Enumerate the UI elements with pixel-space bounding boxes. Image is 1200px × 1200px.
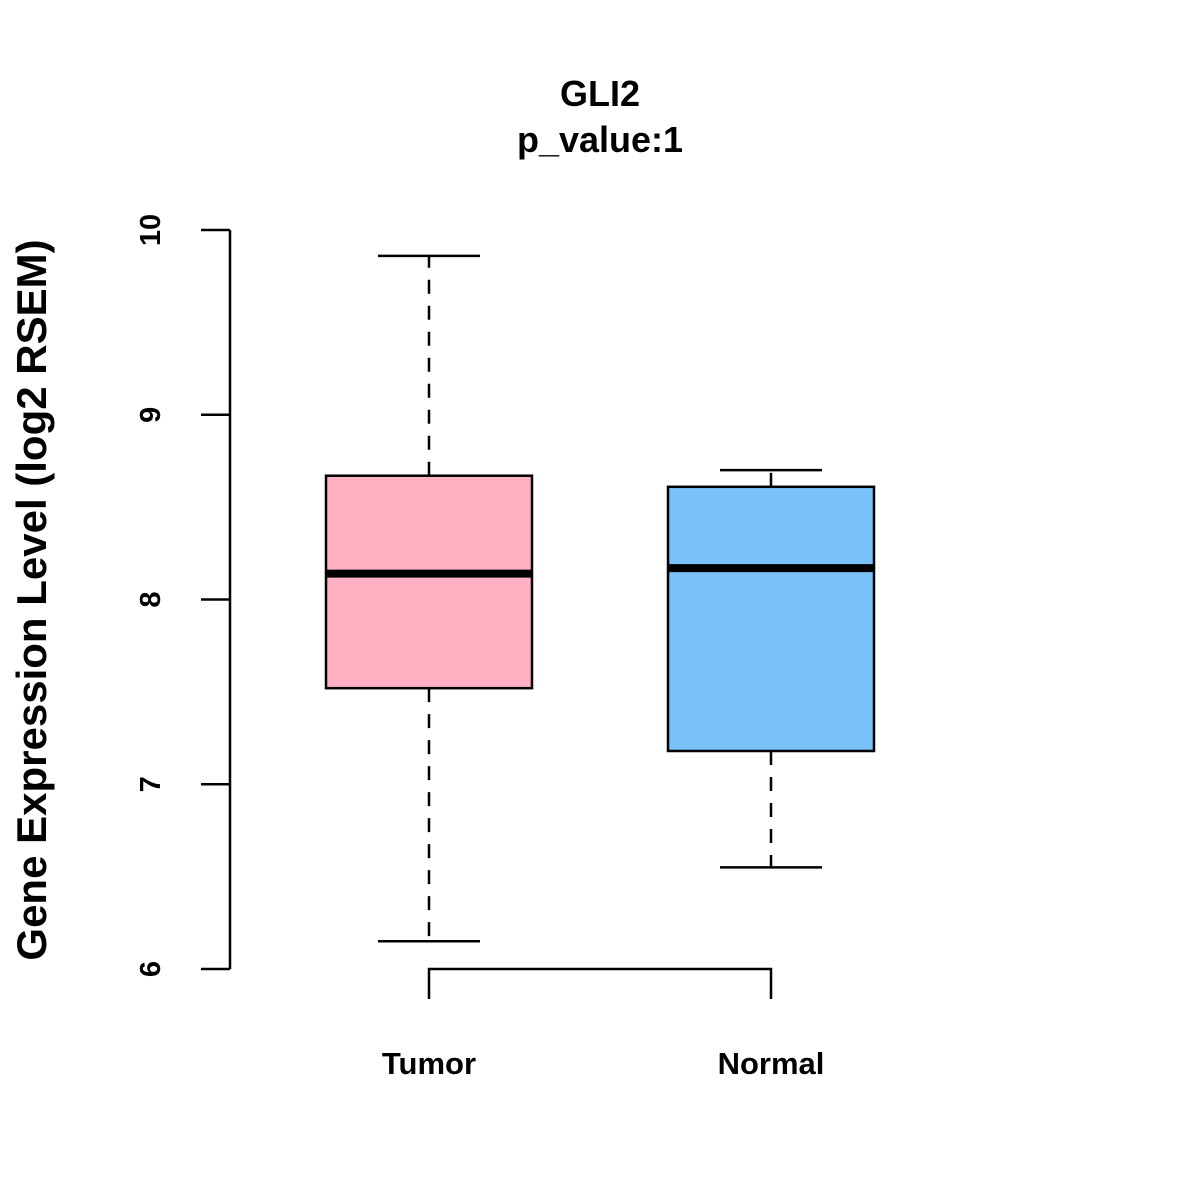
y-tick-label: 9 (135, 407, 167, 423)
y-tick-label: 8 (135, 591, 167, 607)
box-iqr (324, 474, 534, 690)
category-label-normal: Normal (718, 1046, 825, 1081)
comparison-bracket (427, 967, 773, 999)
chart-title: GLI2 (560, 73, 640, 114)
chart-subtitle: p_value:1 (517, 119, 683, 160)
box-tumor (324, 254, 534, 943)
y-axis-label: Gene Expression Level (log2 RSEM) (8, 239, 55, 960)
box-iqr (666, 485, 876, 753)
y-tick-label: 10 (135, 214, 167, 246)
bracket-line (427, 967, 773, 999)
y-axis: 6 7 8 9 10 (135, 214, 232, 977)
y-tick-label: 7 (135, 776, 167, 792)
x-axis-categories: Tumor Normal (382, 1046, 824, 1081)
y-axis-ticks: 6 7 8 9 10 (135, 214, 230, 977)
category-label-tumor: Tumor (382, 1046, 476, 1081)
box-normal (666, 468, 876, 869)
box-series (324, 254, 876, 943)
y-tick-label: 6 (135, 961, 167, 977)
